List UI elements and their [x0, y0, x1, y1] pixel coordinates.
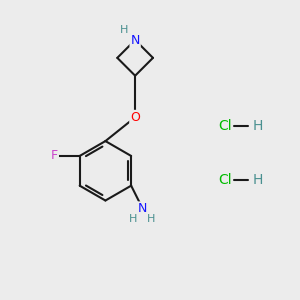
Text: H: H — [120, 25, 128, 34]
Text: N: N — [137, 202, 147, 215]
Text: O: O — [130, 111, 140, 124]
Text: H: H — [253, 119, 263, 133]
Text: H: H — [147, 214, 155, 224]
Text: N: N — [130, 34, 140, 46]
Text: Cl: Cl — [218, 119, 232, 133]
Text: H: H — [129, 214, 137, 224]
Text: Cl: Cl — [218, 173, 232, 187]
Text: H: H — [253, 173, 263, 187]
Text: F: F — [51, 149, 58, 162]
